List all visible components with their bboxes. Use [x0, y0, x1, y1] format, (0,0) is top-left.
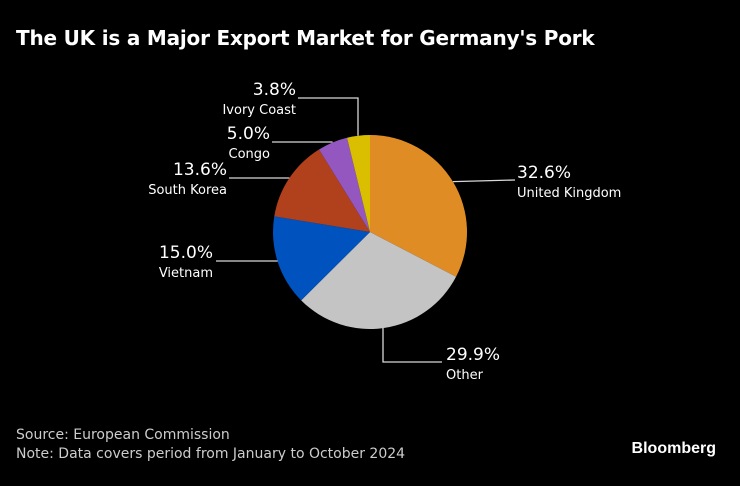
bloomberg-logo: Bloomberg: [631, 440, 716, 457]
pie-slice-other: [301, 232, 457, 329]
pie-slice-ivory-coast: [347, 135, 370, 232]
footer: Source: European Commission Note: Data c…: [16, 426, 405, 464]
pie-slice-congo: [319, 137, 370, 232]
data-label-value: 15.0%: [159, 243, 213, 263]
data-label-value: 32.6%: [517, 163, 571, 183]
data-label-category: Congo: [229, 147, 271, 162]
data-label-value: 29.9%: [446, 345, 500, 365]
leader-line: [452, 179, 516, 183]
source-note: Source: European Commission: [16, 427, 230, 443]
data-note: Note: Data covers period from January to…: [16, 446, 406, 462]
leader-line: [382, 327, 442, 363]
pie-slice-south-korea: [274, 149, 370, 232]
data-label-category: United Kingdom: [517, 186, 621, 201]
data-label-value: 5.0%: [227, 124, 270, 144]
data-label-category: Ivory Coast: [222, 103, 296, 118]
pie-slice-united-kingdom: [370, 135, 467, 277]
chart-title: The UK is a Major Export Market for Germ…: [16, 26, 595, 50]
data-label-value: 3.8%: [253, 80, 296, 100]
data-label-category: Other: [446, 368, 484, 383]
data-label-category: South Korea: [148, 183, 227, 198]
leader-line: [298, 97, 359, 136]
data-label-category: Vietnam: [159, 266, 213, 281]
pie-slice-vietnam: [273, 216, 370, 301]
data-label-value: 13.6%: [173, 160, 227, 180]
